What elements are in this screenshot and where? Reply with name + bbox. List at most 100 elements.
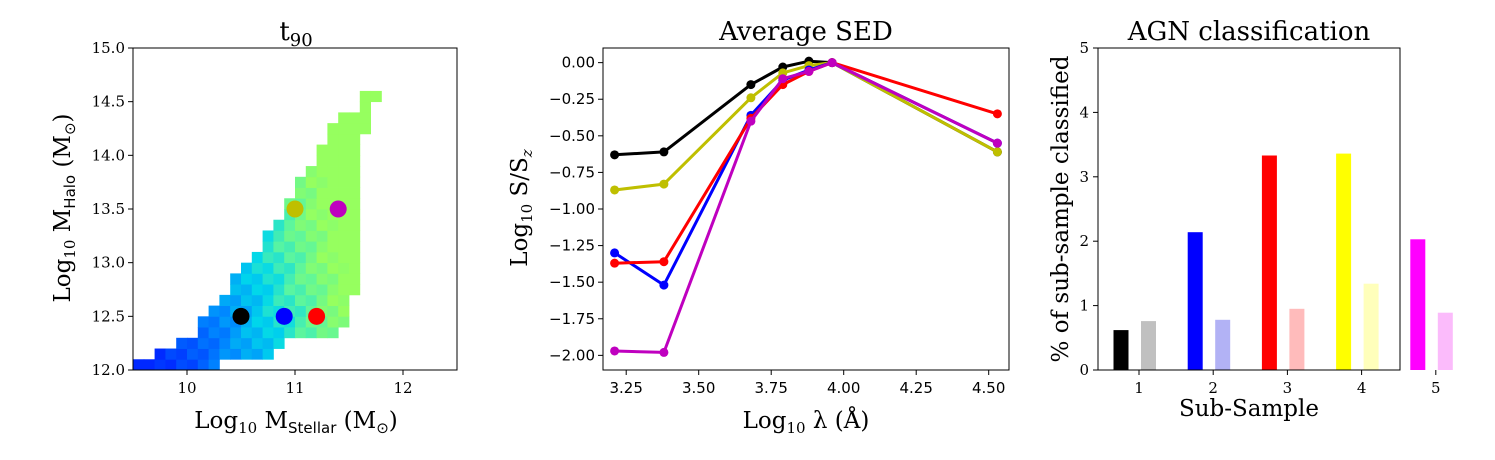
heatmap-cell: [359, 123, 371, 135]
heatmap-cell: [338, 144, 350, 156]
agn-y-label: % of sub-sample classified: [1048, 55, 1074, 362]
sed-point: [610, 185, 620, 195]
heatmap-cell: [273, 230, 285, 242]
heatmap-cell: [349, 112, 361, 124]
heatmap-cell: [284, 294, 296, 306]
heatmap-cell: [295, 241, 307, 253]
sed-y-tick-label: −1.50: [549, 273, 595, 291]
heatmap-y-tick-label: 13.5: [92, 200, 125, 218]
heatmap-cell: [262, 241, 274, 253]
heatmap-cell: [295, 273, 307, 285]
heatmap-cell: [241, 337, 253, 349]
heatmap-marker: [329, 200, 347, 218]
agn-bars: [1113, 153, 1453, 370]
agn-bar-classified: [1336, 153, 1352, 370]
heatmap-cell: [187, 348, 199, 360]
heatmap-cell: [208, 305, 220, 317]
sed-y-tick-label: −1.25: [549, 237, 595, 255]
heatmap-cell: [241, 284, 253, 296]
heatmap-cell: [359, 112, 371, 124]
agn-bar-classified: [1113, 330, 1129, 370]
heatmap-cell: [338, 251, 350, 264]
heatmap-cell: [338, 230, 350, 242]
heatmap-cell: [143, 359, 155, 371]
sed-x-tick-label: 4.25: [899, 379, 932, 397]
heatmap-cell: [370, 90, 382, 103]
heatmap-cell: [262, 251, 274, 264]
heatmap-cell: [295, 176, 307, 188]
sed-point: [827, 58, 837, 68]
heatmap-cell: [305, 166, 317, 178]
heatmap-cell: [284, 273, 296, 285]
sed-point: [992, 138, 1002, 148]
agn-x-label: Sub-Sample: [1179, 396, 1319, 422]
heatmap-cell: [295, 327, 307, 339]
heatmap-cell: [197, 316, 209, 328]
heatmap-cell: [305, 262, 317, 274]
agn-y-tick-label: 2: [1079, 232, 1089, 250]
heatmap-cell: [273, 294, 285, 306]
sed-series: [610, 56, 1002, 357]
heatmap-cell: [349, 219, 361, 231]
heatmap-cell: [305, 176, 317, 188]
sed-point: [746, 116, 756, 126]
heatmap-cell: [273, 327, 285, 339]
heatmap-cell: [284, 327, 296, 339]
heatmap-cell: [187, 337, 199, 349]
heatmap-cell: [273, 284, 285, 296]
heatmap-title: t90: [279, 17, 312, 51]
sed-line: [614, 61, 998, 265]
heatmap-cell: [349, 251, 361, 264]
heatmap-cell: [305, 187, 317, 199]
heatmap-cell: [349, 133, 361, 145]
heatmap-cell: [262, 273, 274, 285]
sed-y-tick-label: −1.00: [549, 200, 595, 218]
heatmap-cell: [219, 305, 231, 317]
heatmap-cell: [241, 327, 253, 339]
heatmap-cell: [338, 316, 350, 328]
heatmap-cell: [262, 262, 274, 274]
heatmap-cell: [316, 166, 328, 178]
heatmap-cell: [338, 305, 350, 317]
heatmap-cell: [338, 241, 350, 253]
heatmap-cell: [327, 251, 339, 264]
heatmap-cell: [359, 101, 371, 113]
sed-x-tick-label: 3.75: [754, 379, 787, 397]
sed-point: [610, 258, 620, 268]
heatmap-cell: [154, 348, 166, 360]
heatmap-y-tick-label: 14.5: [92, 93, 125, 111]
heatmap-cell: [305, 251, 317, 264]
sed-x-tick-label: 4.50: [972, 379, 1005, 397]
agn-x-tick-label: 5: [1431, 379, 1441, 397]
heatmap-cell: [251, 294, 263, 306]
heatmap-cell: [273, 219, 285, 231]
heatmap-cell: [305, 198, 317, 210]
heatmap-cell: [230, 273, 242, 285]
heatmap-cell: [295, 294, 307, 306]
heatmap-cell: [219, 348, 231, 360]
agn-y-tick-label: 0: [1079, 361, 1089, 379]
agn-x-ticks: 1 2 3 4 5: [1134, 370, 1441, 397]
sed-y-tick-label: −0.50: [549, 127, 595, 145]
heatmap-cell: [338, 176, 350, 188]
agn-bar-faded: [1437, 312, 1453, 370]
heatmap-cell: [316, 176, 328, 188]
heatmap-cell: [316, 187, 328, 199]
heatmap-cell: [305, 273, 317, 285]
heatmap-cell: [295, 284, 307, 296]
heatmap-cell: [327, 273, 339, 285]
agn-title: AGN classification: [1127, 17, 1371, 47]
heatmap-cell: [338, 273, 350, 285]
agn-bar-classified: [1410, 239, 1426, 370]
heatmap-cell: [208, 337, 220, 349]
heatmap-cell: [251, 284, 263, 296]
heatmap-cell: [273, 337, 285, 349]
sed-point: [659, 179, 669, 189]
heatmap-cell: [305, 230, 317, 242]
heatmap-cell: [327, 166, 339, 178]
heatmap-cell: [349, 273, 361, 285]
heatmap-cell: [316, 241, 328, 253]
sed-line: [614, 61, 999, 192]
heatmap-cell: [230, 337, 242, 349]
heatmap-cell: [165, 348, 177, 360]
